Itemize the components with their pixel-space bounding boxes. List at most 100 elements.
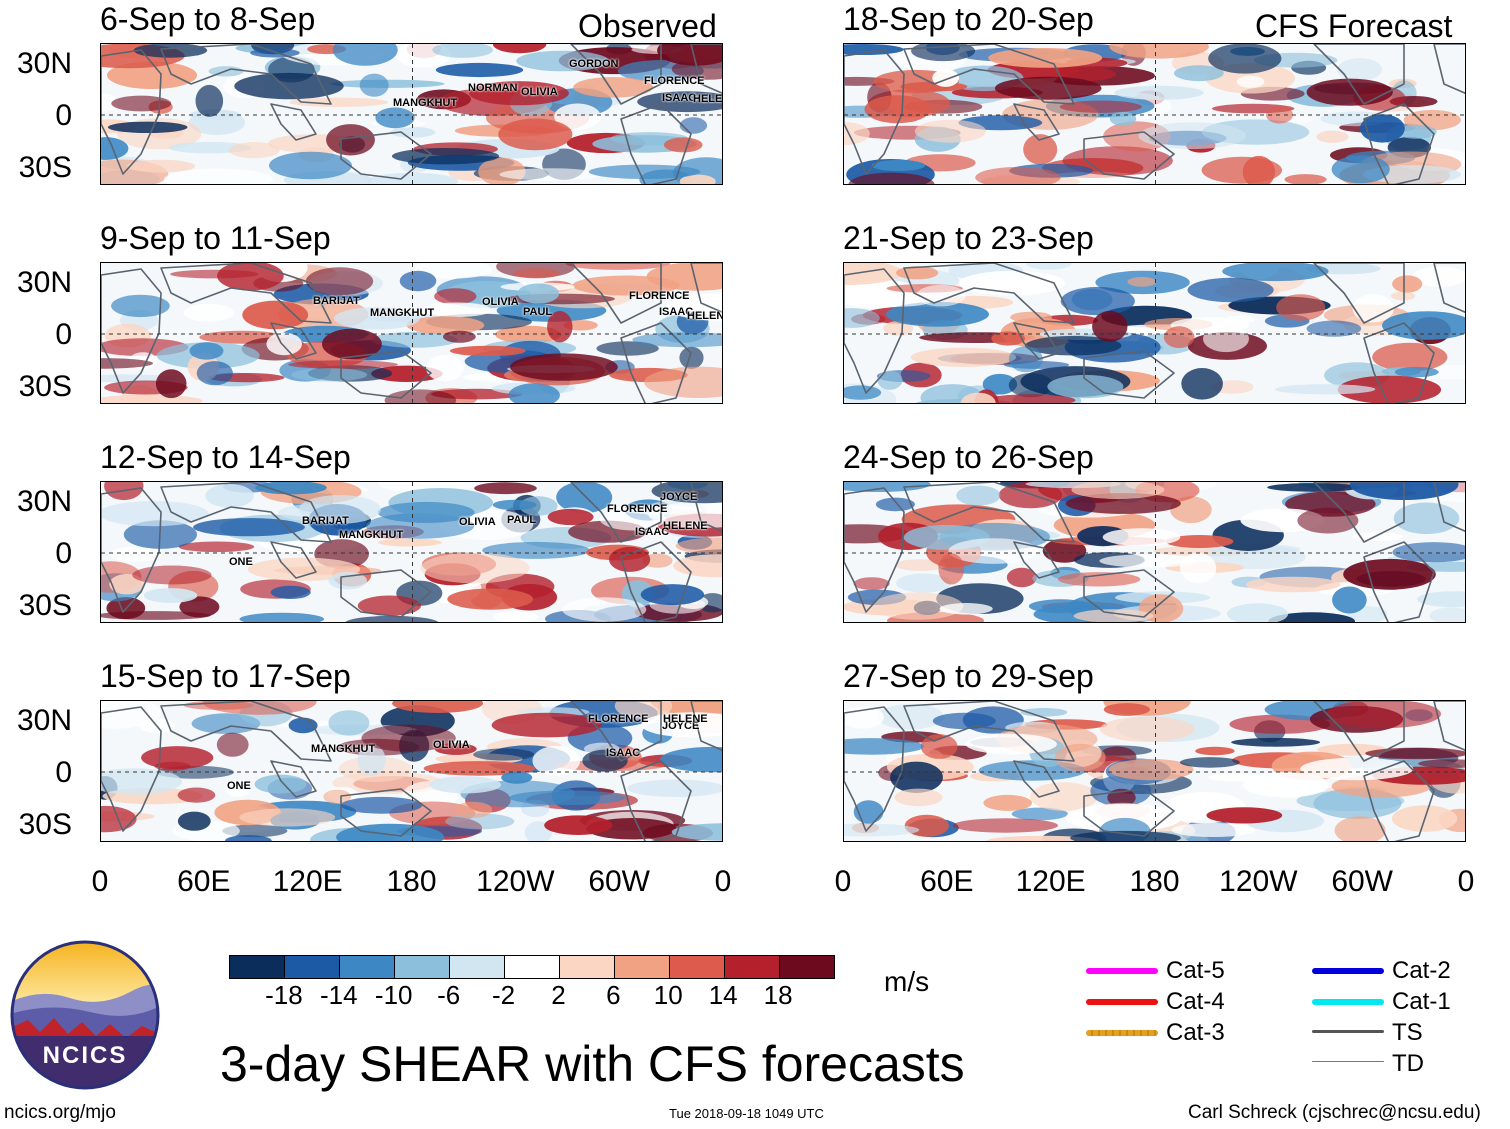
shear-blob — [599, 507, 667, 531]
shear-blob — [474, 482, 537, 495]
shear-blob — [556, 482, 613, 514]
coastline — [160, 44, 332, 105]
shear-blob — [1114, 85, 1204, 100]
storm-label: MANGKHUT — [311, 743, 376, 755]
shear-blob — [844, 482, 931, 492]
coastline — [1083, 569, 1175, 618]
shear-blob — [177, 787, 216, 803]
shear-blob — [1059, 100, 1142, 113]
shear-blob — [101, 768, 182, 795]
storm-label: ONE — [229, 556, 253, 568]
y-tick-label: 30N — [16, 47, 72, 80]
shear-blob — [345, 615, 439, 622]
shear-blob — [1205, 544, 1306, 570]
shear-blob — [1396, 124, 1437, 139]
x-tick-label: 60W — [1331, 865, 1393, 898]
footer-timestamp: Tue 2018-09-18 1049 UTC — [669, 1106, 824, 1121]
shear-field — [101, 701, 722, 841]
shear-blob — [1394, 366, 1439, 378]
shear-blob — [679, 117, 708, 134]
coastline — [1083, 350, 1175, 399]
coastline — [620, 760, 692, 841]
storm-label: JOYCE — [662, 720, 700, 732]
shear-blob — [492, 44, 547, 54]
coastline — [570, 44, 662, 105]
shear-blob — [366, 172, 459, 184]
shear-blob — [1231, 737, 1321, 747]
shear-blob — [323, 789, 352, 804]
shear-blob — [1365, 747, 1465, 760]
shear-blob — [596, 341, 659, 356]
shear-blob — [432, 44, 493, 58]
coastline — [160, 701, 332, 762]
colorbar-segment — [505, 956, 560, 978]
colorbar-segment — [615, 956, 670, 978]
shear-blob — [1138, 122, 1247, 149]
shear-blob — [482, 541, 591, 559]
shear-blob — [1179, 757, 1240, 768]
y-tick-label: 30N — [16, 704, 72, 737]
shear-blob — [844, 385, 882, 400]
shear-blob — [1236, 75, 1265, 88]
shear-blob — [1008, 346, 1043, 373]
shear-blob — [222, 824, 288, 838]
coastline — [1363, 541, 1435, 622]
shear-blob — [1306, 320, 1362, 337]
shear-blob — [1206, 807, 1283, 824]
colorbar-tick-label: -2 — [491, 980, 516, 1010]
shear-blob — [637, 91, 722, 113]
shear-blob — [101, 358, 154, 369]
shear-blob — [1429, 607, 1465, 622]
shear-blob — [1331, 155, 1390, 184]
shear-blob — [679, 174, 716, 184]
ncics-logo: NCICS — [10, 940, 160, 1090]
shear-blob — [1187, 277, 1274, 303]
shear-blob — [844, 122, 870, 145]
shear-blob — [107, 61, 197, 89]
shear-blob — [512, 268, 560, 279]
footer-author: Carl Schreck (cjschrec@ncsu.edu) — [1188, 1102, 1481, 1123]
coastline — [1083, 131, 1175, 180]
shear-blob — [864, 95, 931, 124]
shear-blob — [948, 538, 1039, 564]
storm-label: PAUL — [523, 306, 553, 318]
shear-blob — [469, 81, 569, 106]
legend-swatch — [1312, 968, 1384, 974]
colorbar-tick-label: 14 — [708, 980, 738, 1010]
legend-label: TS — [1392, 1019, 1423, 1046]
shear-blob — [982, 373, 1018, 395]
y-tick-label: 30S — [18, 589, 72, 622]
y-tick-label: 30N — [16, 485, 72, 518]
shear-blob — [1417, 591, 1465, 608]
shear-blob — [378, 538, 442, 547]
shear-blob — [239, 612, 325, 622]
shear-blob — [289, 97, 389, 107]
shear-blob — [1343, 558, 1436, 590]
shear-blob — [562, 597, 647, 622]
storm-label: MANGKHUT — [339, 529, 404, 541]
shear-blob — [288, 360, 398, 369]
footer-url[interactable]: ncics.org/mjo — [4, 1102, 116, 1123]
shear-blob — [1180, 552, 1217, 584]
shear-blob — [663, 137, 703, 153]
coastline — [844, 706, 905, 832]
coastline — [1313, 701, 1405, 762]
shear-blob — [642, 553, 673, 568]
shear-blob — [1062, 146, 1173, 176]
shear-blob — [844, 263, 903, 286]
shear-blob — [657, 44, 722, 66]
coastline — [690, 263, 722, 314]
legend-swatch — [1312, 1061, 1384, 1062]
shear-blob — [1306, 78, 1393, 106]
coastline — [1363, 103, 1435, 184]
shear-blob — [956, 485, 1001, 506]
shear-blob — [375, 107, 415, 129]
shear-blob — [614, 701, 673, 719]
coastline — [1083, 788, 1175, 837]
colorbar-segment — [340, 956, 395, 978]
shear-blob — [449, 345, 526, 357]
coastline — [340, 350, 432, 399]
shear-blob — [1222, 263, 1329, 282]
colorbar-segment — [230, 956, 285, 978]
shear-blob — [547, 508, 594, 526]
